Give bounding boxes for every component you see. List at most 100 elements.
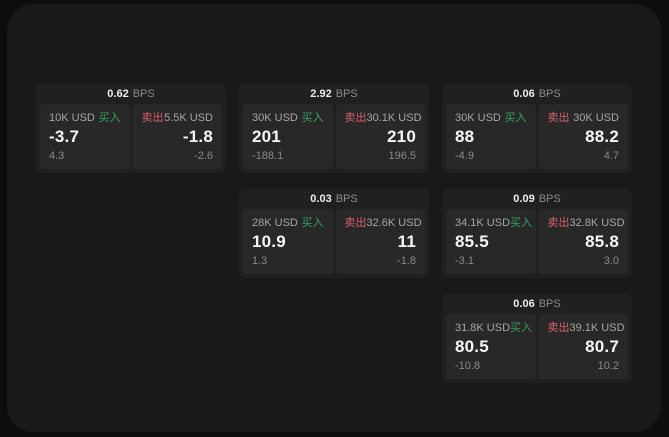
bps-unit: BPS <box>335 192 358 205</box>
sell-price: 88.2 <box>585 127 619 146</box>
quote-grid: 0.62 BPS 10K USD 买入 -3.7 4.3 卖出 5.5K USD… <box>36 84 632 383</box>
sell-secondary-value: 3.0 <box>603 255 619 267</box>
sell-quote-tile[interactable]: 卖出 30.1K USD 210 196.5 <box>335 104 425 169</box>
buy-tile-top-row: 30K USD 买入 <box>252 112 324 124</box>
bps-value: 0.06 <box>513 87 535 100</box>
quote-card: 0.06 BPS 30K USD 买入 88 -4.9 卖出 30K USD 8… <box>442 84 632 173</box>
bps-value: 0.06 <box>513 297 535 310</box>
card-header: 0.09 BPS <box>442 189 632 209</box>
buy-quote-tile[interactable]: 30K USD 买入 201 -188.1 <box>243 104 333 169</box>
sell-side-badge: 卖出 <box>547 322 570 334</box>
bps-value: 0.09 <box>513 192 535 205</box>
buy-quote-tile[interactable]: 34.1K USD 买入 85.5 -3.1 <box>446 209 536 274</box>
sell-price: 11 <box>397 232 416 251</box>
sell-price: 85.8 <box>585 232 619 251</box>
buy-amount: 30K USD <box>252 112 298 124</box>
sell-side-badge: 卖出 <box>141 112 164 124</box>
sell-secondary-value: 4.7 <box>603 150 619 162</box>
sell-amount: 32.6K USD <box>366 217 422 229</box>
buy-tile-top-row: 30K USD 买入 <box>455 112 527 124</box>
sell-quote-tile[interactable]: 卖出 32.6K USD 11 -1.8 <box>335 209 425 274</box>
bps-unit: BPS <box>538 297 561 310</box>
sell-tile-top-row: 卖出 30K USD <box>548 112 620 124</box>
sell-tile-top-row: 卖出 32.8K USD <box>547 217 625 229</box>
card-header: 0.62 BPS <box>36 84 226 104</box>
buy-amount: 28K USD <box>252 217 298 229</box>
buy-quote-tile[interactable]: 10K USD 买入 -3.7 4.3 <box>40 104 130 169</box>
buy-tile-top-row: 10K USD 买入 <box>49 112 121 124</box>
quote-card: 0.62 BPS 10K USD 买入 -3.7 4.3 卖出 5.5K USD… <box>36 84 226 173</box>
card-header: 0.06 BPS <box>442 84 632 104</box>
buy-price: 85.5 <box>455 232 489 251</box>
buy-tile-top-row: 34.1K USD 买入 <box>455 217 532 229</box>
buy-side-badge: 买入 <box>504 112 527 124</box>
bps-unit: BPS <box>132 87 155 100</box>
sell-side-badge: 卖出 <box>547 112 570 124</box>
sell-amount: 30.1K USD <box>366 112 422 124</box>
sell-price: 210 <box>387 127 416 146</box>
buy-secondary-value: 4.3 <box>49 150 65 162</box>
card-body: 34.1K USD 买入 85.5 -3.1 卖出 32.8K USD 85.8… <box>442 209 632 278</box>
sell-tile-top-row: 卖出 32.6K USD <box>344 217 422 229</box>
buy-tile-top-row: 31.8K USD 买入 <box>455 322 532 334</box>
sell-tile-top-row: 卖出 39.1K USD <box>547 322 625 334</box>
card-body: 28K USD 买入 10.9 1.3 卖出 32.6K USD 11 -1.8 <box>239 209 429 278</box>
buy-price: 80.5 <box>455 337 489 356</box>
sell-tile-top-row: 卖出 5.5K USD <box>142 112 214 124</box>
buy-secondary-value: -188.1 <box>252 150 284 162</box>
sell-quote-tile[interactable]: 卖出 32.8K USD 85.8 3.0 <box>538 209 628 274</box>
card-body: 30K USD 买入 88 -4.9 卖出 30K USD 88.2 4.7 <box>442 104 632 173</box>
card-body: 30K USD 买入 201 -188.1 卖出 30.1K USD 210 1… <box>239 104 429 173</box>
bps-value: 0.62 <box>107 87 129 100</box>
sell-side-badge: 卖出 <box>344 112 367 124</box>
bps-value: 2.92 <box>310 87 332 100</box>
buy-side-badge: 买入 <box>98 112 121 124</box>
buy-secondary-value: 1.3 <box>252 255 268 267</box>
buy-secondary-value: -4.9 <box>455 150 474 162</box>
sell-secondary-value: 196.5 <box>388 150 416 162</box>
card-body: 10K USD 买入 -3.7 4.3 卖出 5.5K USD -1.8 -2.… <box>36 104 226 173</box>
sell-secondary-value: 10.2 <box>597 360 619 372</box>
buy-secondary-value: -10.8 <box>455 360 481 372</box>
sell-amount: 32.8K USD <box>569 217 625 229</box>
buy-amount: 34.1K USD <box>455 217 511 229</box>
app-window: 0.62 BPS 10K USD 买入 -3.7 4.3 卖出 5.5K USD… <box>7 4 661 432</box>
sell-quote-tile[interactable]: 卖出 5.5K USD -1.8 -2.6 <box>132 104 222 169</box>
bps-value: 0.03 <box>310 192 332 205</box>
sell-amount: 30K USD <box>573 112 619 124</box>
buy-price: 201 <box>252 127 281 146</box>
buy-side-badge: 买入 <box>301 217 324 229</box>
quote-card: 0.03 BPS 28K USD 买入 10.9 1.3 卖出 32.6K US… <box>239 189 429 278</box>
quote-card: 0.09 BPS 34.1K USD 买入 85.5 -3.1 卖出 32.8K… <box>442 189 632 278</box>
buy-quote-tile[interactable]: 31.8K USD 买入 80.5 -10.8 <box>446 314 536 379</box>
sell-price: -1.8 <box>182 127 213 146</box>
sell-quote-tile[interactable]: 卖出 39.1K USD 80.7 10.2 <box>538 314 628 379</box>
buy-quote-tile[interactable]: 30K USD 买入 88 -4.9 <box>446 104 536 169</box>
sell-side-badge: 卖出 <box>547 217 570 229</box>
buy-side-badge: 买入 <box>510 217 533 229</box>
sell-amount: 5.5K USD <box>164 112 213 124</box>
buy-secondary-value: -3.1 <box>455 255 474 267</box>
buy-amount: 30K USD <box>455 112 501 124</box>
card-header: 0.03 BPS <box>239 189 429 209</box>
sell-secondary-value: -1.8 <box>397 255 416 267</box>
sell-side-badge: 卖出 <box>344 217 367 229</box>
buy-quote-tile[interactable]: 28K USD 买入 10.9 1.3 <box>243 209 333 274</box>
buy-amount: 31.8K USD <box>455 322 511 334</box>
quote-card: 2.92 BPS 30K USD 买入 201 -188.1 卖出 30.1K … <box>239 84 429 173</box>
sell-price: 80.7 <box>585 337 619 356</box>
buy-side-badge: 买入 <box>301 112 324 124</box>
buy-price: 88 <box>455 127 475 146</box>
sell-amount: 39.1K USD <box>569 322 625 334</box>
card-body: 31.8K USD 买入 80.5 -10.8 卖出 39.1K USD 80.… <box>442 314 632 383</box>
sell-secondary-value: -2.6 <box>194 150 213 162</box>
buy-side-badge: 买入 <box>510 322 533 334</box>
buy-price: 10.9 <box>252 232 286 251</box>
sell-quote-tile[interactable]: 卖出 30K USD 88.2 4.7 <box>538 104 628 169</box>
buy-tile-top-row: 28K USD 买入 <box>252 217 324 229</box>
sell-tile-top-row: 卖出 30.1K USD <box>344 112 422 124</box>
bps-unit: BPS <box>538 192 561 205</box>
buy-price: -3.7 <box>49 127 80 146</box>
card-header: 2.92 BPS <box>239 84 429 104</box>
card-header: 0.06 BPS <box>442 294 632 314</box>
